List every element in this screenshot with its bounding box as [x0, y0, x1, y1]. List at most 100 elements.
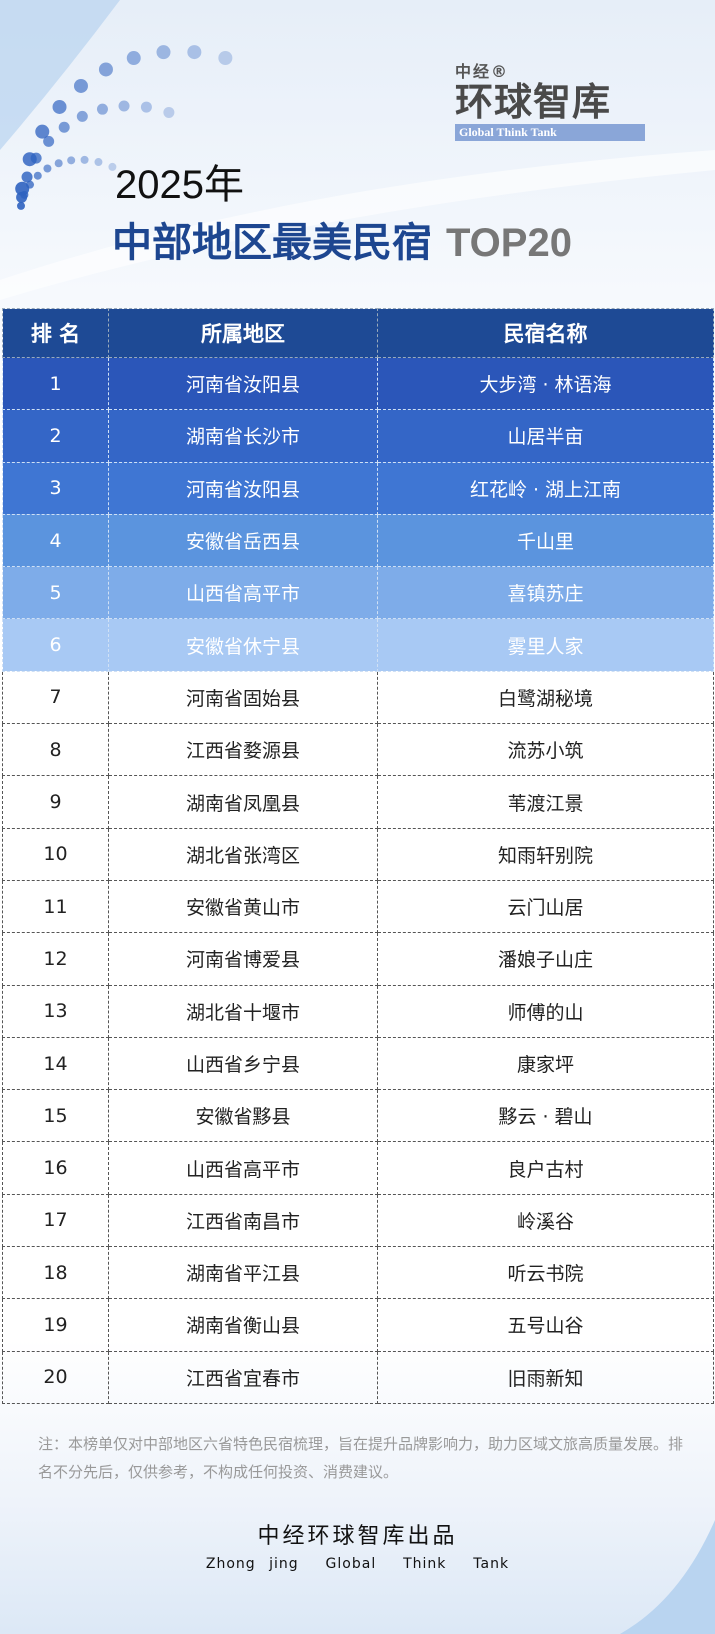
cell-rank: 19 [2, 1298, 109, 1352]
cell-region: 湖北省十堰市 [108, 984, 378, 1038]
cell-region: 河南省博爱县 [108, 932, 378, 986]
cell-rank: 4 [2, 513, 109, 568]
cell-rank: 9 [2, 775, 109, 829]
cell-rank: 2 [2, 409, 109, 463]
cell-rank: 7 [2, 670, 109, 725]
cell-region: 江西省南昌市 [108, 1193, 378, 1248]
cell-name: 良户古村 [377, 1141, 714, 1195]
cell-region: 安徽省黟县 [108, 1089, 378, 1143]
cell-name: 潘娘子山庄 [377, 932, 714, 986]
cell-rank: 1 [2, 356, 109, 411]
table-row: 1 河南省汝阳县 大步湾 · 林语海 [2, 356, 714, 411]
table-row: 20 江西省宜春市 旧雨新知 [2, 1350, 714, 1404]
table-row: 3 河南省汝阳县 红花岭 · 湖上江南 [2, 461, 714, 515]
decor-dot [43, 135, 55, 147]
cell-rank: 15 [2, 1089, 109, 1143]
title-suffix: TOP20 [445, 221, 572, 265]
logo-big: 环球智库 [455, 80, 612, 124]
cell-rank: 3 [2, 461, 109, 515]
cell-region: 安徽省黄山市 [108, 879, 378, 934]
decor-dot [140, 101, 152, 113]
decor-dot [98, 62, 113, 77]
cell-region: 山西省高平市 [108, 566, 378, 620]
cell-rank: 5 [2, 566, 109, 620]
decor-dot [96, 103, 108, 115]
cell-rank: 13 [2, 984, 109, 1038]
cell-name: 听云书院 [377, 1246, 714, 1300]
cell-name: 大步湾 · 林语海 [377, 356, 714, 411]
page-title: 中部地区最美民宿 TOP20 [112, 210, 572, 268]
year-title: 2025年 [115, 163, 244, 207]
cell-rank: 6 [2, 618, 109, 672]
table-row: 17 江西省南昌市 岭溪谷 [2, 1193, 714, 1248]
decor-dot [52, 99, 67, 114]
decor-dot [156, 45, 171, 60]
decor-dot [126, 51, 141, 66]
col-name: 民宿名称 [377, 308, 714, 358]
cell-name: 师傅的山 [377, 984, 714, 1038]
logo: 中经® 环球智库 Global Think Tank [455, 58, 645, 141]
cell-rank: 14 [2, 1036, 109, 1091]
cell-region: 山西省高平市 [108, 1141, 378, 1195]
table-row: 9 湖南省凤凰县 苇渡江景 [2, 775, 714, 829]
table-row: 15 安徽省黟县 黟云 · 碧山 [2, 1089, 714, 1143]
cell-region: 湖南省衡山县 [108, 1298, 378, 1352]
table-row: 14 山西省乡宁县 康家坪 [2, 1036, 714, 1091]
table-row: 13 湖北省十堰市 师傅的山 [2, 984, 714, 1038]
decor-dot [94, 158, 103, 167]
cell-region: 河南省汝阳县 [108, 461, 378, 515]
cell-region: 湖南省凤凰县 [108, 775, 378, 829]
cell-region: 江西省婺源县 [108, 723, 378, 777]
decor-dot [35, 124, 50, 139]
cell-name: 流苏小筑 [377, 723, 714, 777]
cell-name: 苇渡江景 [377, 775, 714, 829]
cell-name: 康家坪 [377, 1036, 714, 1091]
cell-name: 红花岭 · 湖上江南 [377, 461, 714, 515]
col-rank: 排 名 [2, 308, 109, 358]
decor-dot [54, 159, 63, 168]
decor-dot [58, 121, 70, 133]
table-row: 18 湖南省平江县 听云书院 [2, 1246, 714, 1300]
decor-dot [76, 110, 88, 122]
decor-dot [218, 50, 233, 65]
title-text: 中部地区最美民宿 [112, 220, 432, 266]
cell-region: 湖南省平江县 [108, 1246, 378, 1300]
cell-rank: 8 [2, 723, 109, 777]
cell-name: 五号山谷 [377, 1298, 714, 1352]
cell-rank: 10 [2, 827, 109, 881]
table-row: 10 湖北省张湾区 知雨轩别院 [2, 827, 714, 881]
cell-region: 湖南省长沙市 [108, 409, 378, 463]
decor-dot [21, 171, 33, 183]
table-row: 16 山西省高平市 良户古村 [2, 1141, 714, 1195]
table-row: 5 山西省高平市 喜镇苏庄 [2, 566, 714, 620]
cell-region: 江西省宜春市 [108, 1350, 378, 1404]
cell-name: 云门山居 [377, 879, 714, 934]
decor-dot [33, 171, 42, 180]
logo-small: 中经® [455, 62, 510, 81]
cell-rank: 20 [2, 1350, 109, 1404]
cell-rank: 18 [2, 1246, 109, 1300]
cell-name: 喜镇苏庄 [377, 566, 714, 620]
cell-rank: 11 [2, 879, 109, 934]
cell-region: 河南省固始县 [108, 670, 378, 725]
cell-name: 旧雨新知 [377, 1350, 714, 1404]
table-row: 11 安徽省黄山市 云门山居 [2, 879, 714, 934]
decor-dot [108, 162, 117, 171]
table-row: 7 河南省固始县 白鹭湖秘境 [2, 670, 714, 725]
cell-name: 白鹭湖秘境 [377, 670, 714, 725]
cell-name: 山居半亩 [377, 409, 714, 463]
table-row: 8 江西省婺源县 流苏小筑 [2, 723, 714, 777]
disclaimer-note: 注：本榜单仅对中部地区六省特色民宿梳理，旨在提升品牌影响力，助力区域文旅高质量发… [38, 1435, 684, 1481]
cell-rank: 12 [2, 932, 109, 986]
decor-dot [163, 106, 175, 118]
cell-name: 黟云 · 碧山 [377, 1089, 714, 1143]
decor-dot [118, 100, 130, 112]
decor-dot [67, 156, 76, 165]
footer-producer: 中经环球智库出品 [257, 1524, 458, 1549]
cell-rank: 16 [2, 1141, 109, 1195]
cell-region: 河南省汝阳县 [108, 356, 378, 411]
table-row: 12 河南省博爱县 潘娘子山庄 [2, 932, 714, 986]
cell-region: 安徽省岳西县 [108, 513, 378, 568]
table-row: 6 安徽省休宁县 雾里人家 [2, 618, 714, 672]
